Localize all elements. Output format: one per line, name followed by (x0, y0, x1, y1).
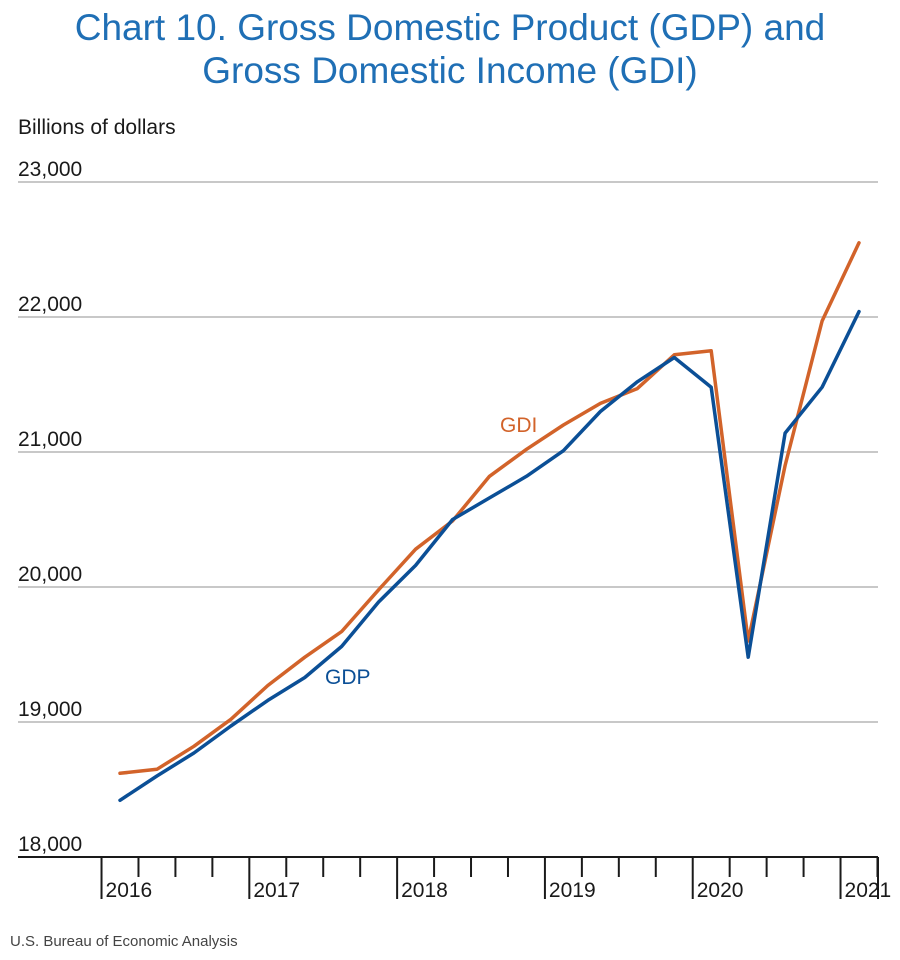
series-labels: GDI GDP (325, 414, 537, 689)
x-tick-label: 2017 (253, 879, 300, 902)
chart-title: Chart 10. Gross Domestic Product (GDP) a… (0, 6, 900, 92)
y-tick-labels: 18,000 19,000 20,000 21,000 22,000 23,000 (18, 158, 82, 856)
y-axis-label: Billions of dollars (18, 116, 176, 139)
x-tick-label: 2019 (549, 879, 596, 902)
x-tick-label: 2018 (401, 879, 448, 902)
series-line-gdi (118, 241, 861, 776)
series-label-gdp: GDP (325, 666, 371, 689)
x-tick-label: 2016 (106, 879, 153, 902)
chart-title-line-2: Gross Domestic Income (GDI) (202, 50, 698, 91)
y-tick-label: 19,000 (18, 698, 82, 721)
gridlines (18, 181, 878, 723)
y-tick-label: 20,000 (18, 563, 82, 586)
x-tick-label: 2020 (697, 879, 744, 902)
y-tick-label: 21,000 (18, 428, 82, 451)
series-label-gdi: GDI (500, 414, 537, 437)
y-tick-label: 18,000 (18, 833, 82, 856)
source-note: U.S. Bureau of Economic Analysis (10, 933, 238, 950)
series-line-gdp (118, 309, 861, 803)
x-tick-label: 2021 (845, 879, 892, 902)
chart-title-line-1: Chart 10. Gross Domestic Product (GDP) a… (74, 7, 826, 48)
series-lines (118, 241, 861, 803)
y-tick-label: 23,000 (18, 158, 82, 181)
y-tick-label: 22,000 (18, 293, 82, 316)
x-axis: 2016 2017 2018 2019 2020 2021 (18, 856, 892, 902)
